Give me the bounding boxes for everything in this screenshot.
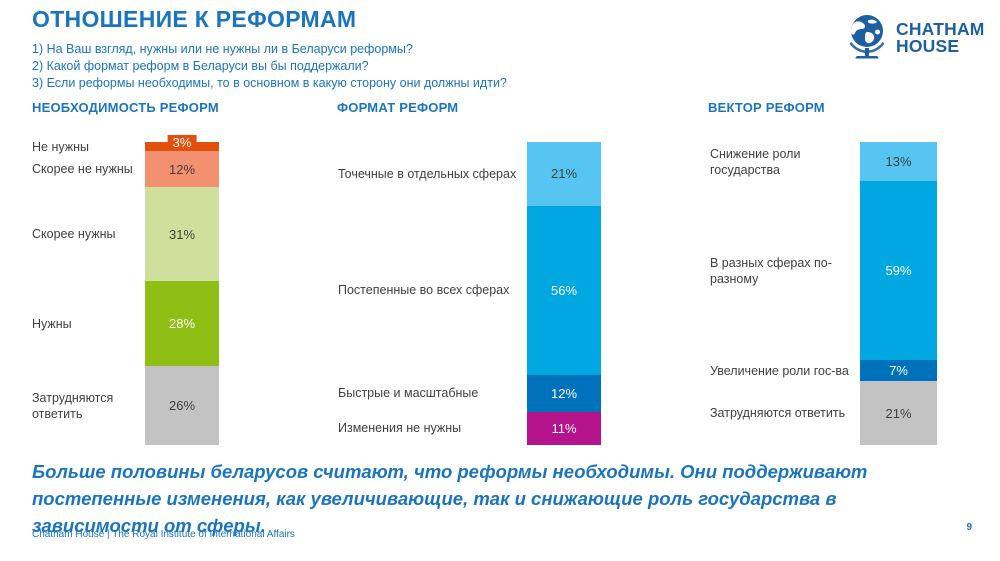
chart-vector-of-reforms: ВЕКТОР РЕФОРМ 13% 59% 7% 21% Снижение роли … <box>708 100 968 460</box>
stacked-bar-vector: 13% 59% 7% 21% <box>860 142 937 445</box>
question-3: 3) Если реформы необходимы, то в основно… <box>32 76 507 90</box>
question-1: 1) На Ваш взгляд, нужны или не нужны ли … <box>32 42 413 56</box>
bar-segment: 59% <box>860 181 937 361</box>
value-label: 12% <box>168 161 196 177</box>
bar-segment: 3% <box>145 135 219 152</box>
chatham-house-logo: CHATHAM HOUSE <box>845 12 985 64</box>
category-label: Затрудняются ответить <box>710 406 846 421</box>
category-label: В разных сферах по-разному <box>710 255 832 286</box>
logo-wordmark: CHATHAM HOUSE <box>896 19 985 56</box>
bar-segment: 56% <box>527 205 601 376</box>
bar-segment: 12% <box>527 375 601 412</box>
value-label: 59% <box>885 263 912 279</box>
footer-text: Chatham House | The Royal Institute of I… <box>32 529 295 540</box>
page-title: ОТНОШЕНИЕ К РЕФОРМАМ <box>32 6 357 32</box>
value-label: 21% <box>550 166 578 182</box>
stacked-bar-format: 21% 56% 12% 11% <box>527 142 601 445</box>
category-label: Скорее не нужны <box>32 162 133 177</box>
value-label: 56% <box>550 282 578 298</box>
value-label: 31% <box>168 226 196 242</box>
category-label: Скорее нужны <box>32 227 116 242</box>
bar-segment: 21% <box>860 381 937 445</box>
category-label: Точечные в отдельных сферах <box>338 166 517 181</box>
bar-segment: 26% <box>145 366 219 445</box>
value-label: 3% <box>167 135 197 152</box>
value-label: 7% <box>889 363 908 379</box>
chart-title-necessity: НЕОБХОДИМОСТЬ РЕФОРМ <box>32 100 219 115</box>
bar-segment: 7% <box>860 360 937 382</box>
stacked-bar-necessity: 3% 12% 31% 28% 26% <box>145 135 219 445</box>
globe-icon <box>849 15 885 59</box>
bar-segment: 13% <box>860 142 937 182</box>
page-number: 9 <box>966 522 972 533</box>
chart-necessity-of-reforms: НЕОБХОДИМОСТЬ РЕФОРМ 3% 12% 31% 28% 26% Не н… <box>32 100 312 460</box>
category-label: Снижение роли государства <box>710 146 801 177</box>
value-label: 28% <box>168 316 196 332</box>
category-label: Изменения не нужны <box>338 421 462 436</box>
bar-segment: 31% <box>145 187 219 282</box>
value-label: 21% <box>885 405 912 421</box>
bar-segment: 28% <box>145 281 219 367</box>
conclusion-text: Больше половины беларусов считают, что р… <box>32 461 868 536</box>
logo-line-1: CHATHAM <box>896 19 985 39</box>
category-label: Не нужны <box>32 139 89 154</box>
question-list: 1) На Ваш взгляд, нужны или не нужны ли … <box>32 41 507 92</box>
chart-title-format: ФОРМАТ РЕФОРМ <box>337 100 459 115</box>
category-label: Увеличение роли гос-ва <box>710 363 849 378</box>
value-label: 26% <box>168 398 196 414</box>
category-label: Затрудняются ответить <box>32 390 114 421</box>
value-label: 12% <box>550 385 578 401</box>
bar-segment: 11% <box>527 411 601 445</box>
chart-format-of-reforms: ФОРМАТ РЕФОРМ 21% 56% 12% 11% Точечные в от… <box>337 100 617 460</box>
bar-segment: 12% <box>145 151 219 188</box>
category-label: Быстрые и масштабные <box>338 386 479 401</box>
chart-title-vector: ВЕКТОР РЕФОРМ <box>708 100 825 115</box>
value-label: 11% <box>551 420 577 436</box>
bar-segment: 21% <box>527 142 601 206</box>
category-label: Постепенные во всех сферах <box>338 283 510 298</box>
value-label: 13% <box>885 154 912 170</box>
logo-line-2: HOUSE <box>896 36 960 56</box>
category-label: Нужны <box>32 316 72 331</box>
question-2: 2) Какой формат реформ в Беларуси вы бы … <box>32 59 369 73</box>
